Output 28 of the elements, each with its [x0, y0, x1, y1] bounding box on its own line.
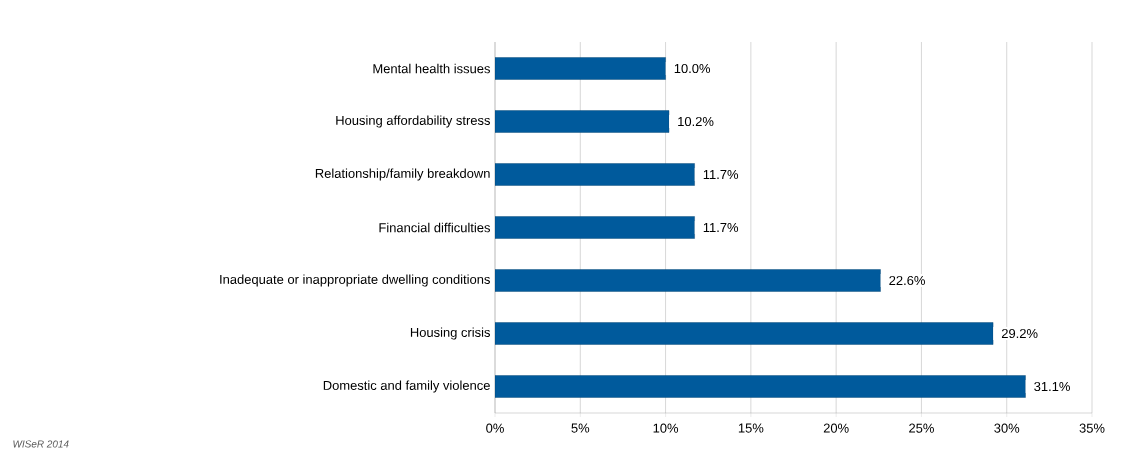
y-tick-label: Relationship/family breakdown: [315, 168, 490, 181]
x-tick-label: 5%: [571, 423, 590, 433]
x-tick-label: 30%: [994, 423, 1020, 433]
y-tick-label: Housing crisis: [410, 327, 490, 340]
x-tick-label: 0%: [486, 423, 504, 433]
bar: [495, 375, 1026, 398]
bar: [495, 110, 670, 133]
data-label: 10.2%: [678, 116, 714, 127]
y-tick-label: Housing affordability stress: [336, 115, 490, 128]
data-label: 10.0%: [674, 63, 711, 74]
x-tick-label: 10%: [653, 423, 679, 433]
text: WISeR 2014: [13, 440, 69, 448]
data-label: 11.7%: [703, 222, 739, 233]
x-tick-label: 20%: [823, 423, 849, 433]
y-tick-label: Domestic and family violence: [323, 380, 490, 393]
y-tick-label: Financial difficulties: [379, 222, 491, 233]
data-label: 29.2%: [1001, 328, 1038, 339]
data-label: 22.6%: [889, 275, 925, 286]
y-tick-label: Mental health issues: [373, 63, 490, 74]
x-tick-label: 25%: [909, 423, 934, 433]
bar: [495, 163, 695, 186]
data-label: 31.1%: [1034, 381, 1070, 392]
bar: [495, 216, 695, 239]
x-tick-label: 35%: [1079, 423, 1105, 433]
y-tick-label: Inadequate or inappropriate dwelling conditions: [220, 274, 490, 287]
x-tick-label: 15%: [738, 423, 764, 433]
data-label: 11.7%: [703, 169, 739, 180]
bar: [495, 57, 666, 80]
